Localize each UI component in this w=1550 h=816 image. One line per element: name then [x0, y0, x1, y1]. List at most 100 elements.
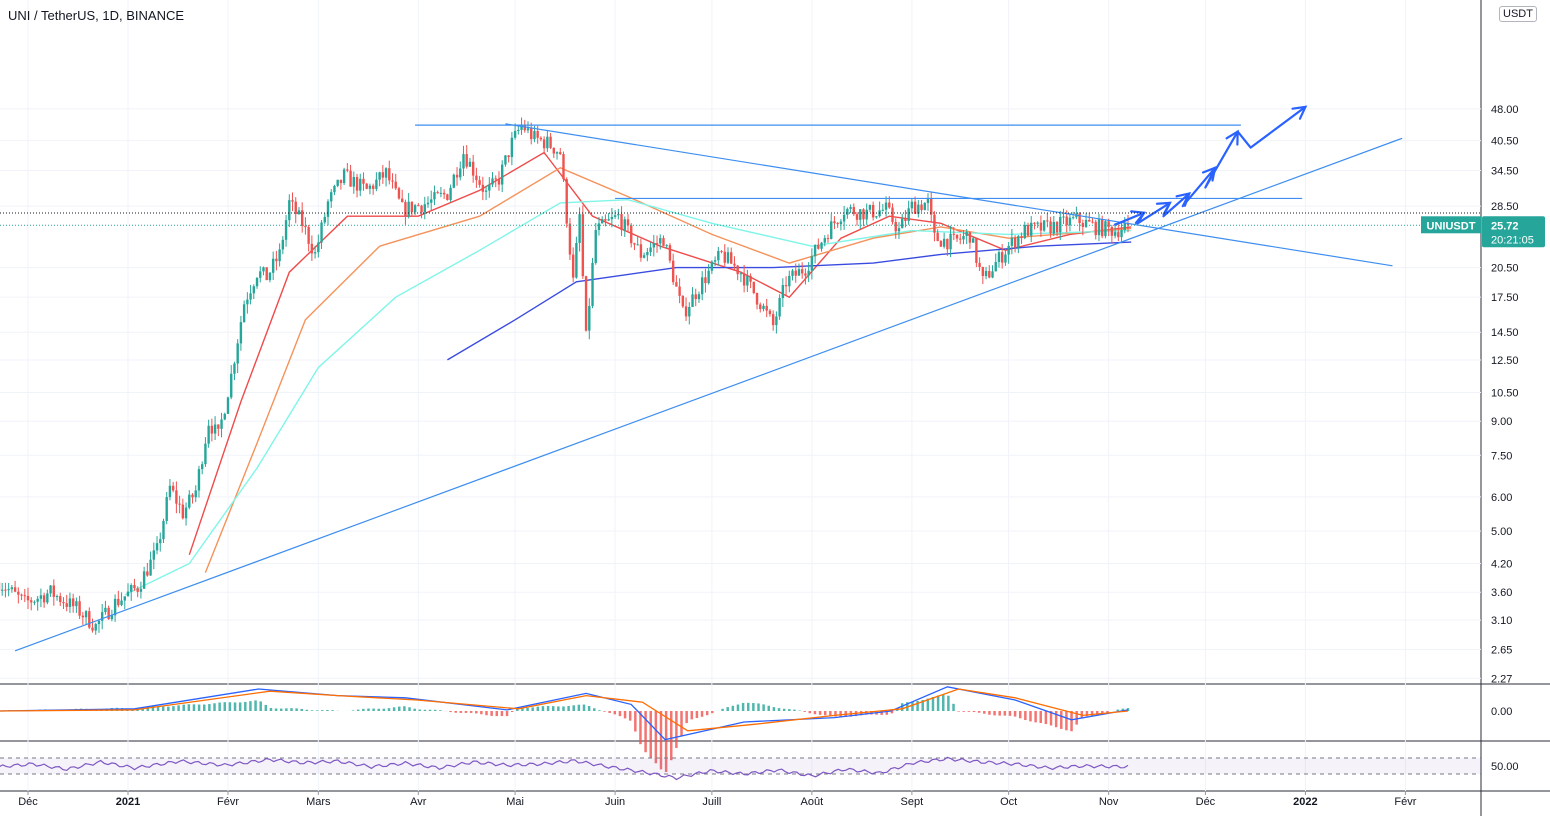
candle-body — [1023, 224, 1026, 239]
candle-body — [765, 305, 768, 311]
candle-body — [52, 585, 56, 597]
currency-button[interactable]: USDT — [1499, 6, 1537, 22]
candle-body — [246, 299, 249, 305]
candle-body — [71, 598, 75, 607]
candle-body — [542, 139, 546, 149]
candle-body — [268, 272, 272, 281]
candle-body — [1049, 221, 1052, 234]
y-tick-label: 14.50 — [1491, 327, 1519, 339]
candle-body — [552, 147, 556, 154]
candle-body — [697, 294, 701, 300]
candle-body — [926, 198, 930, 204]
candle-body — [171, 485, 175, 491]
candle-body — [436, 192, 439, 194]
candle-body — [988, 271, 991, 278]
candle-body — [665, 245, 668, 247]
candle-body — [1052, 221, 1056, 234]
price-axis[interactable]: 48.00 40.50 34.50 28.50 20.50 17.50 14.50 12.50… — [1491, 104, 1519, 685]
candle-body — [875, 216, 878, 218]
candle-body — [88, 611, 91, 628]
candle-body — [500, 164, 504, 185]
candle-body — [252, 286, 256, 294]
candle-body — [668, 245, 672, 261]
candle-body — [971, 238, 975, 243]
candle-body — [462, 154, 465, 169]
candle-body — [194, 490, 197, 498]
candle-body — [859, 209, 862, 220]
candle-body — [768, 310, 772, 315]
y-tick-label: 5.00 — [1491, 526, 1512, 538]
candle-body — [288, 200, 291, 221]
candle-body — [733, 263, 736, 266]
candle-body — [655, 243, 659, 245]
candle-body — [62, 602, 65, 604]
candle-body — [613, 215, 617, 217]
candle-body — [371, 185, 375, 189]
candle-body — [413, 205, 417, 213]
candle-body — [1088, 219, 1091, 222]
candle-body — [978, 262, 981, 268]
candle-body — [1059, 217, 1062, 233]
candle-body — [33, 601, 36, 603]
candlestick-series — [0, 117, 1130, 635]
candle-body — [197, 469, 201, 491]
candle-body — [681, 295, 685, 307]
candle-body — [823, 238, 826, 243]
candle-body — [881, 209, 885, 211]
candle-body — [620, 214, 623, 230]
y-tick-label: 17.50 — [1491, 292, 1519, 304]
candle-body — [826, 238, 830, 240]
candle-body — [946, 238, 949, 250]
candle-body — [788, 275, 791, 287]
candle-body — [475, 175, 478, 181]
time-axis[interactable]: Déc 2021 Févr Mars Avr Mai Juin Juill Août Sept Oc… — [18, 791, 1417, 808]
candle-body — [507, 155, 510, 158]
candle-body — [388, 168, 391, 181]
falling-resistance-line — [505, 123, 1393, 267]
candle-body — [555, 152, 559, 154]
candle-body — [759, 304, 762, 310]
candle-body — [433, 192, 436, 200]
candle-body — [604, 219, 607, 221]
candle-body — [636, 244, 639, 246]
candle-body — [917, 204, 920, 214]
candle-body — [342, 169, 346, 184]
candle-body — [571, 254, 575, 278]
candle-body — [839, 221, 843, 225]
x-tick-label: 2022 — [1293, 796, 1317, 808]
candle-body — [13, 587, 17, 592]
candle-body — [884, 202, 888, 210]
candle-body — [155, 543, 159, 551]
candle-body — [562, 154, 565, 180]
y-tick-label: 3.10 — [1491, 615, 1512, 627]
candle-body — [688, 306, 691, 317]
candle-body — [426, 202, 430, 205]
candle-body — [359, 178, 362, 191]
candle-body — [1007, 245, 1010, 255]
candle-body — [749, 275, 752, 282]
candle-body — [336, 179, 339, 186]
candle-body — [68, 598, 72, 607]
candle-body — [784, 285, 788, 287]
candle-body — [439, 192, 443, 194]
candle-body — [736, 265, 739, 275]
trend-drawings[interactable] — [14, 105, 1403, 652]
signal-line — [0, 688, 1129, 732]
candle-body — [210, 425, 214, 434]
candle-body — [494, 178, 497, 180]
candle-body — [588, 305, 591, 331]
candle-body — [355, 177, 359, 191]
candle-body — [804, 273, 807, 276]
candle-body — [836, 223, 839, 225]
x-tick-label: Juill — [702, 796, 721, 808]
candle-body — [775, 316, 778, 326]
y-tick-label: 9.00 — [1491, 416, 1512, 428]
y-tick-label: 40.50 — [1491, 136, 1519, 148]
candle-body — [117, 598, 120, 606]
macd-line — [0, 686, 1129, 741]
candle-body — [313, 252, 317, 254]
candle-body — [684, 306, 688, 317]
candle-body — [1123, 223, 1126, 231]
x-tick-label: Oct — [1000, 796, 1017, 808]
